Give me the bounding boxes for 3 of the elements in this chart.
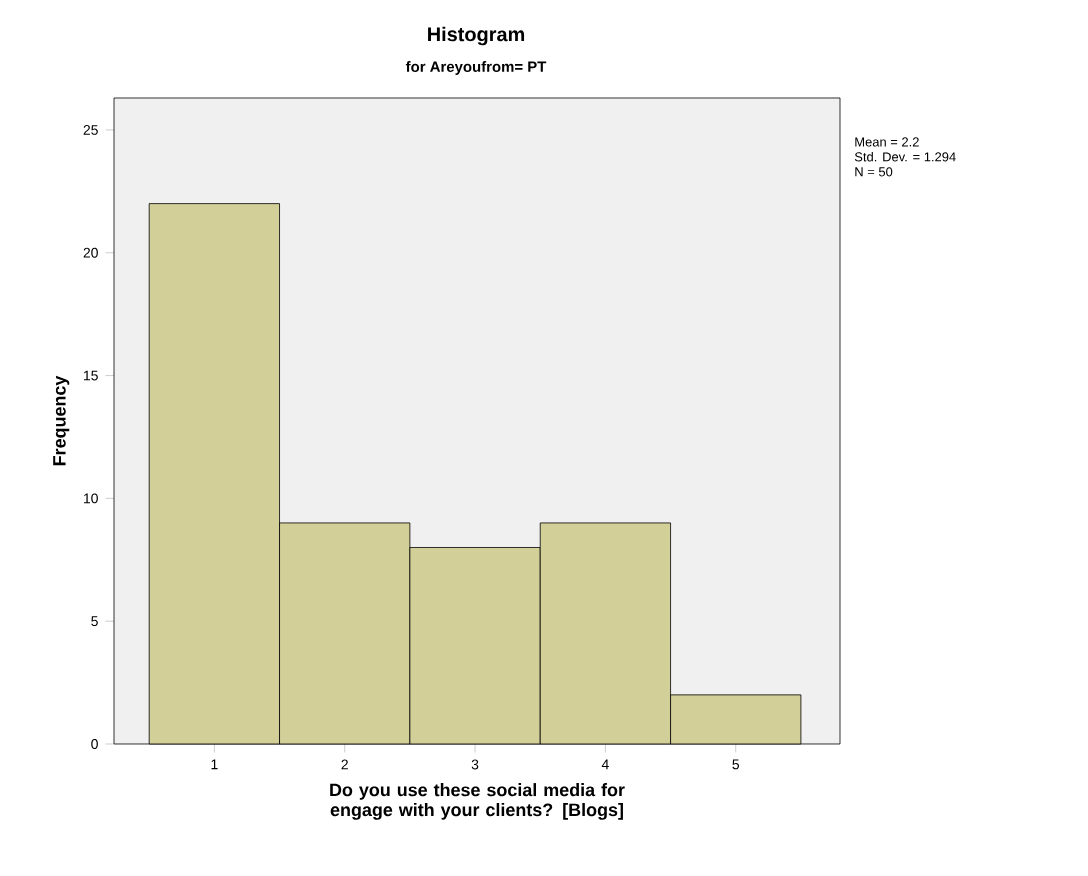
chart-title: Histogram (428, 26, 525, 46)
y-axis-title: Frequency (53, 375, 70, 466)
x-axis-title: Do you use these social media for engage with your clients? [Blogs] (330, 783, 625, 820)
